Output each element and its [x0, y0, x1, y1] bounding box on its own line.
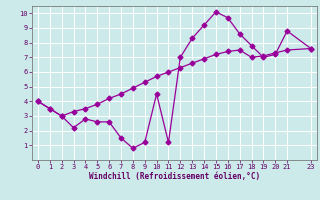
- X-axis label: Windchill (Refroidissement éolien,°C): Windchill (Refroidissement éolien,°C): [89, 172, 260, 181]
